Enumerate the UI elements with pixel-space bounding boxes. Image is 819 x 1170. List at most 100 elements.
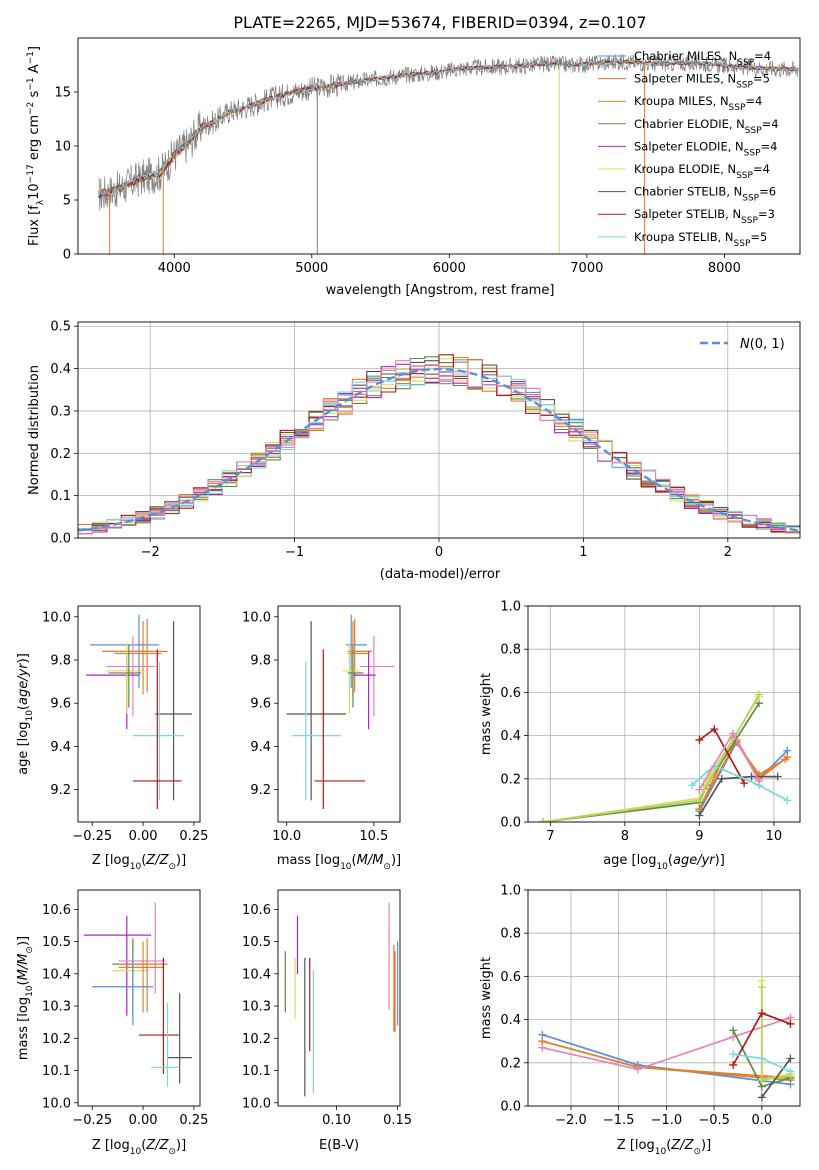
label-part: 10 — [130, 862, 142, 872]
y-tick-label: 0.0 — [500, 1100, 521, 1115]
y-tick-label: 0.0 — [500, 816, 521, 831]
legend-label: Salpeter ELODIE, NSSP=4 — [634, 139, 777, 158]
x-tick-label: 0.25 — [179, 1113, 208, 1128]
label-part: −1 — [26, 77, 36, 90]
label-part: Chabrier STELIB, N — [634, 185, 742, 199]
legend-label: Chabrier MILES, NSSP=4 — [634, 49, 771, 68]
x-tick-label: 10.5 — [359, 829, 388, 844]
label-part: ( — [141, 853, 146, 868]
legend-label: Chabrier STELIB, NSSP=6 — [634, 185, 776, 204]
y-tick-label: 0.8 — [500, 927, 521, 942]
y-tick-label: 10.5 — [242, 935, 271, 950]
x-tick-label: 2 — [724, 545, 732, 560]
label-part: =4 — [762, 117, 779, 131]
weight-point-marker — [786, 1019, 795, 1028]
axes-age-vs-Z: −0.25 0.00 0.259.29.49.69.810.0Z [log10(Z/… — [16, 605, 208, 872]
x-tick-label: 10 — [766, 829, 783, 844]
x-tick-label: 0.10 — [322, 1113, 351, 1128]
label-part: Kroupa ELODIE, N — [634, 162, 736, 176]
y-tick-label: 9.2 — [50, 783, 71, 798]
x-tick-label: −0.25 — [72, 829, 112, 844]
label-part: A — [27, 64, 42, 77]
axes-frame — [527, 605, 801, 823]
label-part: age [log — [16, 722, 31, 775]
label-part: ⊙ — [693, 1147, 701, 1157]
x-tick-label: 8000 — [708, 261, 741, 276]
label-part: ( — [352, 853, 357, 868]
plot-area — [86, 614, 192, 810]
label-part: Flux [f — [27, 205, 42, 246]
weight-point-marker — [747, 772, 756, 781]
y-tick-label: 0.2 — [500, 1056, 521, 1071]
label-part: SSP — [742, 194, 759, 204]
plot-area — [286, 614, 395, 810]
weight-point-marker — [695, 811, 704, 820]
x-tick-label: 0.25 — [179, 829, 208, 844]
label-part: Salpeter ELODIE, N — [634, 139, 744, 153]
label-part: SSP — [744, 148, 761, 158]
label-part: mass [log — [277, 853, 340, 868]
plot-area — [284, 902, 399, 1097]
y-tick-label: 10.6 — [242, 903, 271, 918]
y-tick-label: 10.3 — [242, 1000, 271, 1015]
weight-point-marker — [538, 1043, 547, 1052]
y-tick-label: 0.4 — [50, 362, 71, 377]
y-tick-label: 0.6 — [500, 686, 521, 701]
y-tick-label: 9.6 — [250, 697, 271, 712]
y-tick-label: 0.3 — [50, 404, 71, 419]
weight-point-marker — [783, 796, 792, 805]
y-axis-label: Flux [fλ10−17 erg cm−2 s−1 A−1] — [26, 46, 46, 246]
x-tick-label: −0.5 — [698, 1113, 730, 1128]
label-part: −2 — [26, 102, 36, 115]
plot-area — [84, 902, 192, 1087]
label-part: SSP — [736, 171, 753, 181]
label-part: =6 — [759, 185, 776, 199]
x-tick-label: 10.0 — [272, 829, 301, 844]
weight-point-marker — [755, 690, 764, 699]
label-part: Z/Z — [670, 1138, 694, 1153]
axes-residuals: −2 −1 0 1 2 0.0 0.1 0.2 0.3 0.4 0.5 (data-model)/er… — [27, 320, 801, 582]
x-tick-label: 9 — [695, 829, 703, 844]
y-axis-label: mass weight — [479, 673, 494, 755]
y-tick-label: 0 — [63, 248, 71, 263]
axes-mass-vs-EBV: 0.10 0.15 10.0 10.1 10.2 10.3 10.4 10.5 10.6 E(B-… — [242, 889, 412, 1153]
y-tick-label: 10 — [54, 140, 71, 155]
x-tick-label: 8 — [621, 829, 629, 844]
label-part: mass [log — [16, 997, 31, 1060]
label-part: Z [log — [617, 1138, 655, 1153]
legend-label: Chabrier ELODIE, NSSP=4 — [634, 117, 779, 136]
plot-area — [538, 690, 792, 822]
y-tick-label: 0.6 — [500, 970, 521, 985]
y-tick-label: 9.4 — [250, 740, 271, 755]
x-tick-label: −1 — [285, 545, 304, 560]
label-part: =5 — [750, 230, 767, 244]
axes-frame — [77, 37, 801, 255]
grid — [528, 889, 800, 1107]
legend-label: Salpeter STELIB, NSSP=3 — [634, 207, 775, 226]
label-part: M/M — [357, 853, 384, 868]
label-part: ⊙ — [25, 946, 35, 954]
y-tick-label: 10.0 — [42, 1096, 71, 1111]
axes-frame — [277, 605, 401, 823]
label-part: )] — [176, 1138, 186, 1153]
label-part: 10 — [340, 862, 352, 872]
y-axis-label: Normed distribution — [27, 365, 42, 495]
y-tick-label: 9.2 — [250, 783, 271, 798]
y-tick-label: 5 — [63, 194, 71, 209]
weight-series-line — [691, 764, 788, 802]
axes-weight-vs-Z: −2.0 −1.5 −1.0 −0.5 0.0 0.0 0.2 0.4 0.6 0.8 1.0 Z [… — [479, 884, 801, 1157]
x-axis-label: E(B-V) — [319, 1138, 359, 1153]
label-part: ⊙ — [168, 862, 176, 872]
x-tick-label: 0 — [435, 545, 443, 560]
weight-point-marker — [757, 1009, 766, 1018]
label-part: ( — [16, 980, 31, 985]
x-tick-label: 1 — [579, 545, 587, 560]
weight-point-marker — [786, 1067, 795, 1076]
label-part: SSP — [737, 58, 754, 68]
label-part: Z [log — [92, 853, 130, 868]
y-tick-label: 10.0 — [242, 610, 271, 625]
weight-point-marker — [633, 1065, 642, 1074]
y-tick-label: 10.2 — [42, 1032, 71, 1047]
plot-area — [78, 354, 800, 535]
